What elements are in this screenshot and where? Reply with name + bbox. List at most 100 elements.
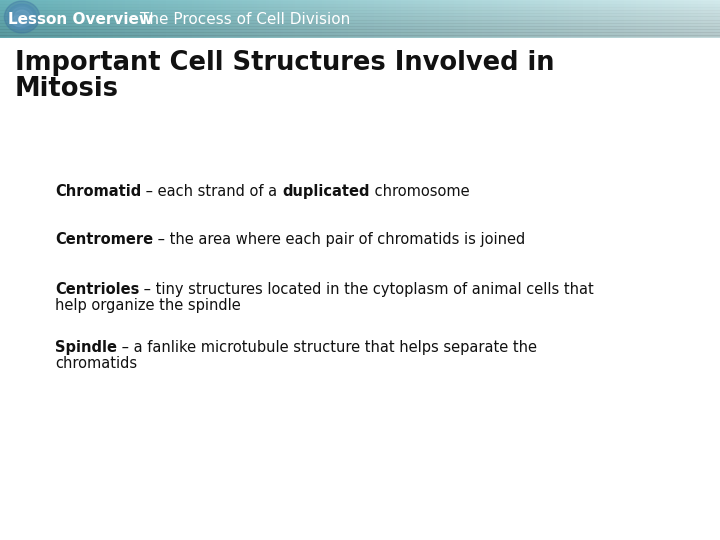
Bar xyxy=(0,23,720,25)
Bar xyxy=(653,0,656,38)
Bar xyxy=(715,0,719,38)
Bar xyxy=(511,0,515,38)
Bar xyxy=(192,0,195,38)
Bar xyxy=(456,0,459,38)
Bar xyxy=(0,0,720,2)
Bar xyxy=(283,0,287,38)
Bar xyxy=(583,0,587,38)
Bar xyxy=(706,0,709,38)
Bar xyxy=(55,0,58,38)
Bar xyxy=(207,0,210,38)
Ellipse shape xyxy=(12,16,24,26)
Bar xyxy=(605,0,608,38)
Bar xyxy=(295,0,299,38)
Bar xyxy=(624,0,627,38)
Bar xyxy=(423,0,426,38)
Bar xyxy=(240,0,243,38)
Bar xyxy=(562,0,565,38)
Bar xyxy=(293,0,296,38)
Bar xyxy=(703,0,706,38)
Bar xyxy=(259,0,263,38)
Bar xyxy=(590,0,594,38)
Bar xyxy=(250,0,253,38)
Bar xyxy=(0,27,720,29)
Bar xyxy=(639,0,642,38)
Text: duplicated: duplicated xyxy=(282,184,369,199)
Bar xyxy=(79,0,83,38)
Bar xyxy=(473,0,476,38)
Bar xyxy=(607,0,611,38)
Bar xyxy=(139,0,143,38)
Bar xyxy=(650,0,654,38)
Bar xyxy=(612,0,616,38)
Bar xyxy=(480,0,483,38)
Bar xyxy=(0,17,720,19)
Bar xyxy=(648,0,652,38)
Ellipse shape xyxy=(4,1,40,33)
Bar xyxy=(667,0,670,38)
Text: – the area where each pair of chromatids is joined: – the area where each pair of chromatids… xyxy=(153,232,526,247)
Bar xyxy=(379,0,382,38)
Bar xyxy=(0,35,720,37)
Bar xyxy=(0,19,720,21)
Bar xyxy=(302,0,306,38)
Bar xyxy=(377,0,380,38)
Bar xyxy=(693,0,697,38)
Bar xyxy=(0,6,720,8)
Bar xyxy=(326,0,330,38)
Bar xyxy=(362,0,366,38)
Bar xyxy=(0,9,720,11)
Bar xyxy=(163,0,166,38)
Bar xyxy=(151,0,155,38)
Bar xyxy=(333,0,337,38)
Bar xyxy=(542,0,546,38)
Bar xyxy=(65,0,68,38)
Bar xyxy=(70,0,73,38)
Bar xyxy=(657,0,661,38)
Bar xyxy=(233,0,236,38)
Bar xyxy=(286,0,289,38)
Bar xyxy=(679,0,683,38)
Bar xyxy=(0,32,720,34)
Bar xyxy=(199,0,202,38)
Bar xyxy=(0,14,720,16)
Bar xyxy=(571,0,575,38)
Bar xyxy=(307,0,310,38)
Bar xyxy=(0,6,720,8)
Bar xyxy=(115,0,119,38)
Bar xyxy=(178,0,181,38)
Bar xyxy=(319,0,323,38)
Bar xyxy=(698,0,702,38)
Bar xyxy=(569,0,572,38)
Bar xyxy=(408,0,411,38)
Bar xyxy=(415,0,418,38)
Bar xyxy=(209,0,212,38)
Text: – each strand of a: – each strand of a xyxy=(141,184,282,199)
Bar xyxy=(533,0,536,38)
Bar xyxy=(470,0,474,38)
Bar xyxy=(468,0,472,38)
Bar xyxy=(387,0,390,38)
Bar xyxy=(554,0,558,38)
Bar xyxy=(672,0,675,38)
Bar xyxy=(353,0,356,38)
Ellipse shape xyxy=(11,7,33,27)
Bar xyxy=(369,0,373,38)
Bar xyxy=(0,16,720,17)
Bar xyxy=(142,0,145,38)
Bar xyxy=(418,0,421,38)
Bar xyxy=(490,0,493,38)
Bar xyxy=(547,0,551,38)
Bar xyxy=(168,0,171,38)
Bar xyxy=(451,0,454,38)
Bar xyxy=(588,0,591,38)
Bar xyxy=(682,0,685,38)
Bar xyxy=(540,0,544,38)
Bar xyxy=(466,0,469,38)
Bar xyxy=(396,0,400,38)
Bar xyxy=(675,0,678,38)
Bar xyxy=(264,0,267,38)
Bar xyxy=(2,0,6,38)
Bar xyxy=(646,0,649,38)
Bar xyxy=(74,0,78,38)
